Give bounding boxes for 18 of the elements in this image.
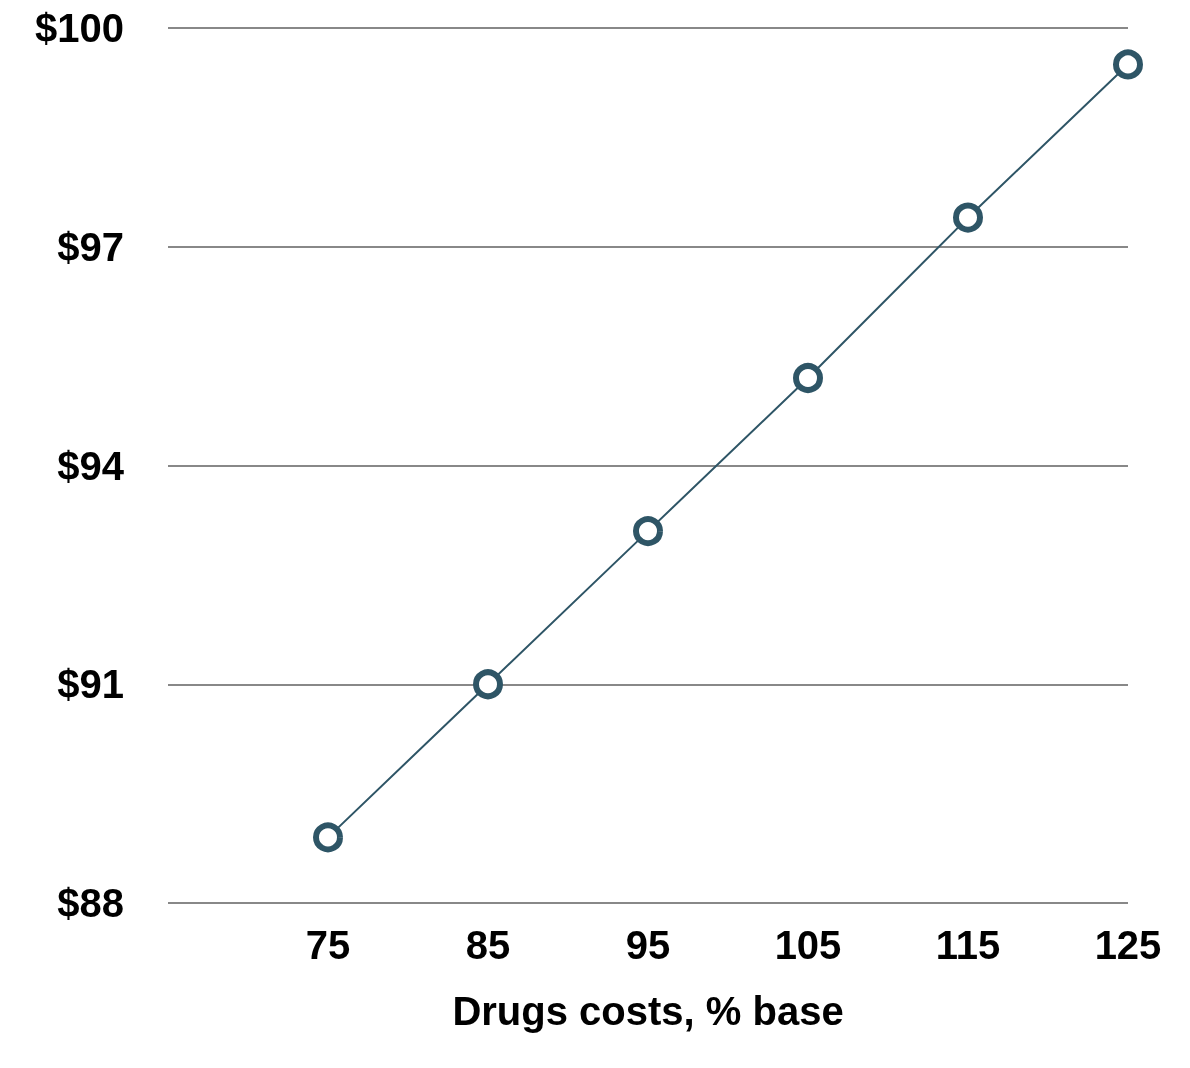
- point: [313, 822, 343, 853]
- point: [473, 669, 503, 700]
- y-tick-label: $97: [57, 224, 124, 269]
- x-axis-title: Drugs costs, % base: [452, 989, 844, 1033]
- y-tick-label: $94: [57, 443, 125, 488]
- point: [633, 516, 663, 547]
- point: [953, 202, 983, 233]
- y-tick-label: $100: [35, 6, 124, 50]
- x-tick-label: 125: [1094, 923, 1162, 967]
- x-tick-label: 115: [935, 923, 1001, 967]
- point: [793, 363, 823, 393]
- point: [1113, 49, 1143, 80]
- x-tick-label: 105: [774, 923, 842, 967]
- x-tick-label: 85: [465, 923, 511, 967]
- x-tick-label: 75: [305, 923, 351, 967]
- y-tick-label: $91: [57, 662, 124, 707]
- y-tick-label: $88: [57, 881, 124, 925]
- x-tick-label: 95: [625, 923, 671, 967]
